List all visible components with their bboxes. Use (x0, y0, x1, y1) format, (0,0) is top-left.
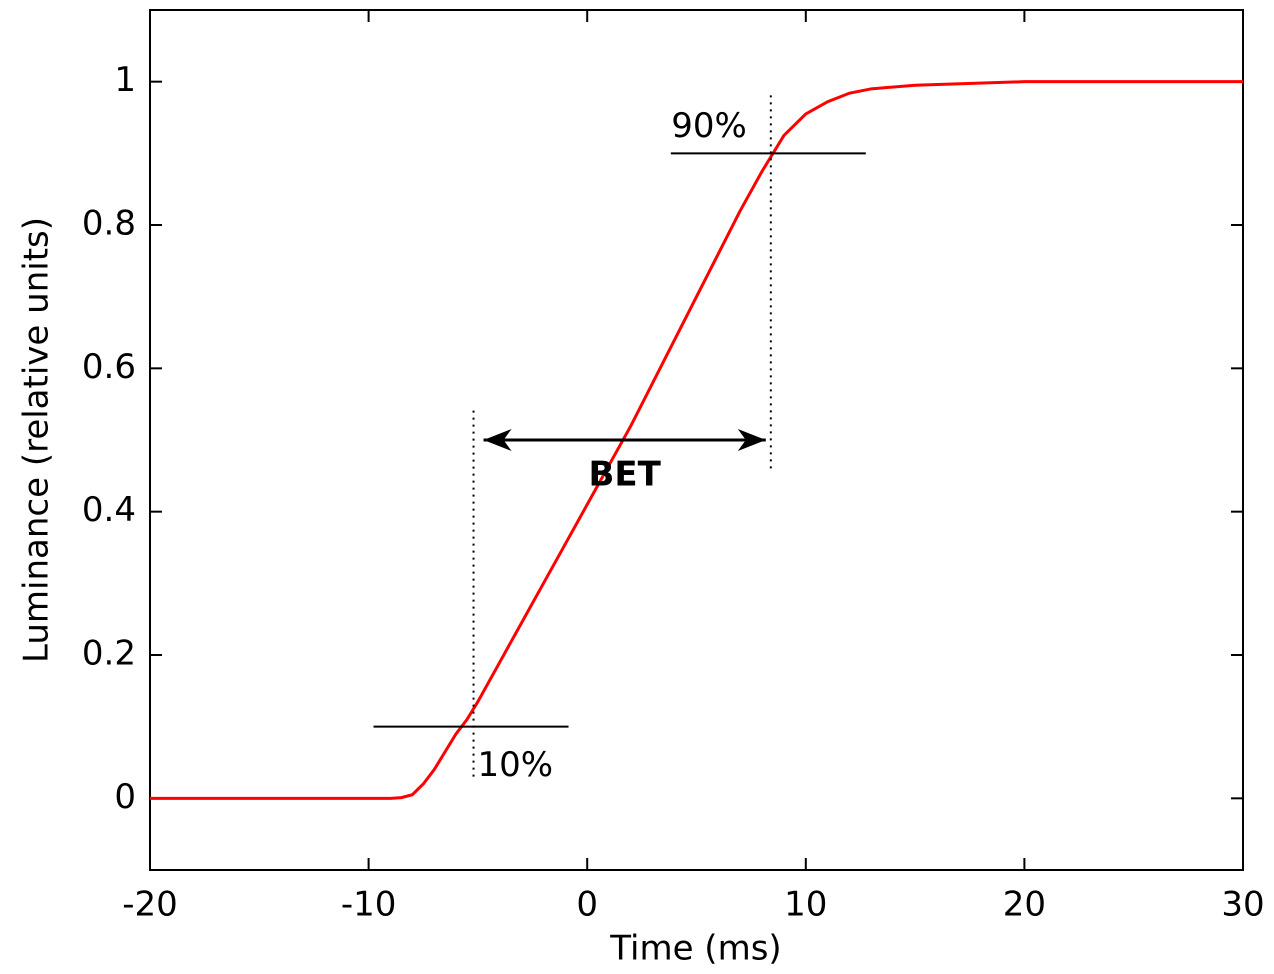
y-tick-label: 0.4 (82, 490, 136, 530)
x-tick-label: -10 (341, 885, 397, 925)
y-tick-label: 0 (114, 777, 136, 817)
x-tick-label: 20 (1003, 885, 1046, 925)
x-tick-label: 10 (784, 885, 827, 925)
y-axis-label: Luminance (relative units) (17, 217, 57, 663)
bet-label: BET (589, 455, 662, 495)
x-tick-label: 30 (1221, 885, 1264, 925)
x-tick-label: 0 (576, 885, 598, 925)
arrow-head (737, 429, 766, 451)
y-tick-label: 0.2 (82, 634, 136, 674)
y-tick-label: 1 (114, 60, 136, 100)
y-tick-label: 0.6 (82, 347, 136, 387)
y-tick-label: 0.8 (82, 204, 136, 244)
arrow-head (483, 429, 512, 451)
data-line (150, 80, 1243, 800)
plot-frame (149, 9, 1244, 871)
threshold-label: 10% (478, 745, 554, 785)
x-axis-label: Time (ms) (609, 929, 781, 969)
threshold-label: 90% (671, 106, 747, 146)
x-tick-label: -20 (122, 885, 178, 925)
